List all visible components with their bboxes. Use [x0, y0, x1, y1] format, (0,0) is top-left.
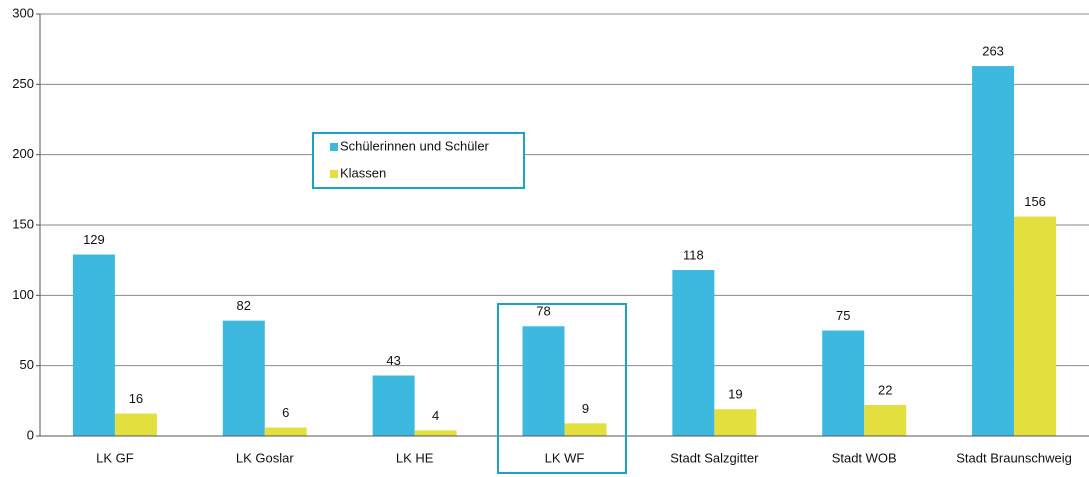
data-label: 75: [836, 308, 850, 323]
legend-label: Schülerinnen und Schüler: [340, 138, 490, 153]
y-tick-label: 50: [20, 357, 34, 372]
y-tick-label: 250: [12, 76, 34, 91]
data-label: 6: [282, 405, 289, 420]
x-tick-label: LK Goslar: [236, 450, 294, 465]
x-tick-label: Stadt WOB: [832, 450, 897, 465]
data-label: 78: [536, 304, 550, 319]
x-tick-label: Stadt Braunschweig: [956, 450, 1072, 465]
data-label: 16: [129, 391, 143, 406]
data-label: 156: [1024, 194, 1046, 209]
data-label: 4: [432, 408, 439, 423]
data-label: 82: [237, 298, 251, 313]
y-tick-label: 0: [27, 427, 34, 442]
plot: 0 50 100 150 200 250 300 LK GF 129 16 LK Goslar 82 6…: [12, 5, 1089, 465]
legend-label: Klassen: [340, 165, 386, 180]
x-tick-label: LK HE: [396, 450, 434, 465]
data-label: 129: [83, 232, 105, 247]
data-label: 263: [982, 43, 1004, 58]
bar: [522, 326, 565, 436]
legend-box: [312, 132, 525, 189]
data-label: 9: [582, 401, 589, 416]
bar: [72, 254, 115, 436]
bar: [114, 413, 157, 436]
data-label: 19: [728, 387, 742, 402]
bar: [672, 270, 715, 436]
bar: [714, 409, 757, 436]
bar: [972, 66, 1015, 437]
data-label: 43: [386, 353, 400, 368]
bar: [372, 375, 415, 436]
bar: [414, 430, 457, 436]
data-label: 22: [878, 382, 892, 397]
y-tick-label: 200: [12, 146, 34, 161]
highlight-box: [497, 303, 627, 474]
legend-swatch: [330, 143, 338, 151]
bar: [822, 330, 865, 436]
y-tick-label: 300: [12, 5, 34, 20]
bar: [264, 427, 307, 436]
bar: [222, 320, 265, 436]
bar: [864, 405, 907, 436]
y-tick-label: 100: [12, 287, 34, 302]
x-tick-label: LK WF: [545, 450, 585, 465]
bar: [564, 423, 607, 436]
y-tick-label: 150: [12, 216, 34, 231]
data-label: 118: [683, 247, 704, 262]
bar: [1014, 216, 1057, 436]
x-tick-label: LK GF: [96, 450, 134, 465]
x-tick-label: Stadt Salzgitter: [670, 450, 759, 465]
legend-swatch: [330, 170, 338, 178]
